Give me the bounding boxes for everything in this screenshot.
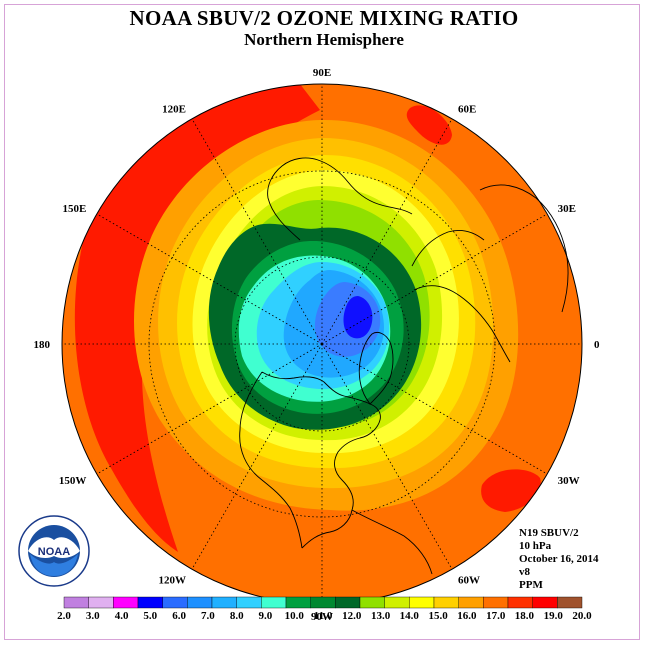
metadata-block: N19 SBUV/2 10 hPa October 16, 2014 v8 PP… [519,527,599,592]
ozone-band-red-se [481,469,541,512]
coast-eurasia [267,157,511,363]
meridian-line [191,343,323,570]
ozone-band-red-ne [406,105,452,145]
ozone-band-red-west [74,84,320,552]
longitude-label: 60W [458,575,480,587]
longitude-label: 30W [558,475,580,487]
coast-africa [479,184,569,313]
longitude-grid [62,84,582,604]
longitude-label: 60E [458,103,476,115]
longitude-label: 120E [162,103,186,115]
date-label: October 16, 2014 [519,553,599,565]
meridian-line [191,118,323,345]
longitude-label: 0 [594,339,600,351]
noaa-logo: NOAA [18,515,90,587]
longitude-labels: 90E 60E 30E 0 30W 60W 90W 120W 150W 180 150E 120E [34,67,601,623]
instrument-label: N19 SBUV/2 [519,527,579,539]
units-label: PPM [519,579,543,591]
meridian-line [96,343,323,475]
lat-circle-60 [234,256,410,432]
longitude-label: 90W [311,611,333,623]
map-subtitle: Northern Hemisphere [244,30,404,49]
pressure-level-label: 10 hPa [519,540,552,552]
meridian-line [96,213,323,345]
meridian-line [321,118,453,345]
coast-greenland [358,331,394,405]
longitude-label: 150E [63,203,87,215]
longitude-label: 120W [159,575,187,587]
version-label: v8 [519,566,530,578]
map-title: NOAA SBUV/2 OZONE MIXING RATIO [129,6,519,30]
meridian-line [321,343,453,570]
longitude-label: 180 [34,339,51,351]
longitude-label: 150W [59,475,87,487]
coastlines [239,157,569,575]
coast-north-america [239,371,381,549]
noaa-logo-text: NOAA [38,546,70,558]
longitude-label: 90E [313,67,331,79]
longitude-label: 30E [558,203,576,215]
meridian-line [321,213,548,345]
coast-south-america [351,509,433,575]
meridian-line [321,343,548,475]
